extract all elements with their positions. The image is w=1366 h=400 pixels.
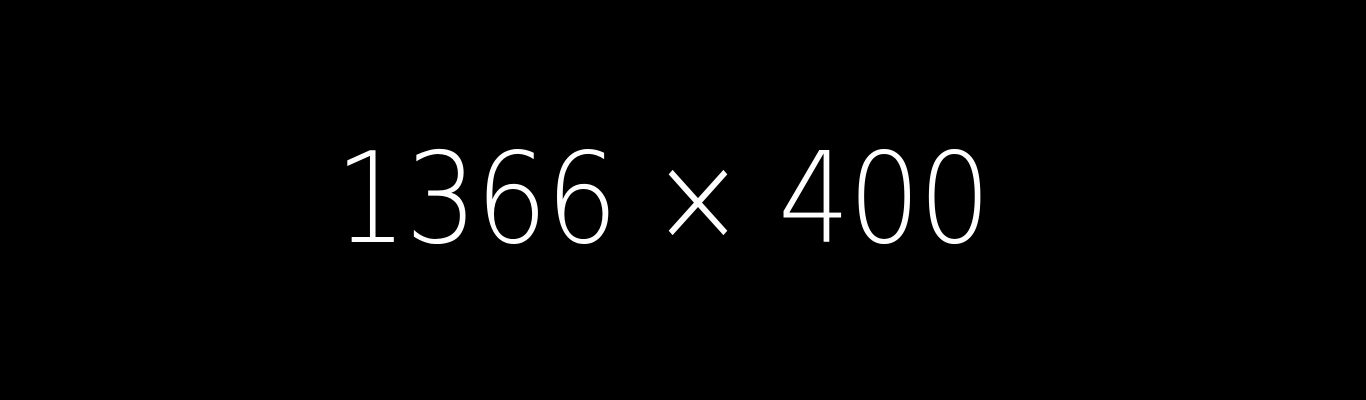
dimension-label: 1366 × 400 bbox=[334, 124, 991, 272]
